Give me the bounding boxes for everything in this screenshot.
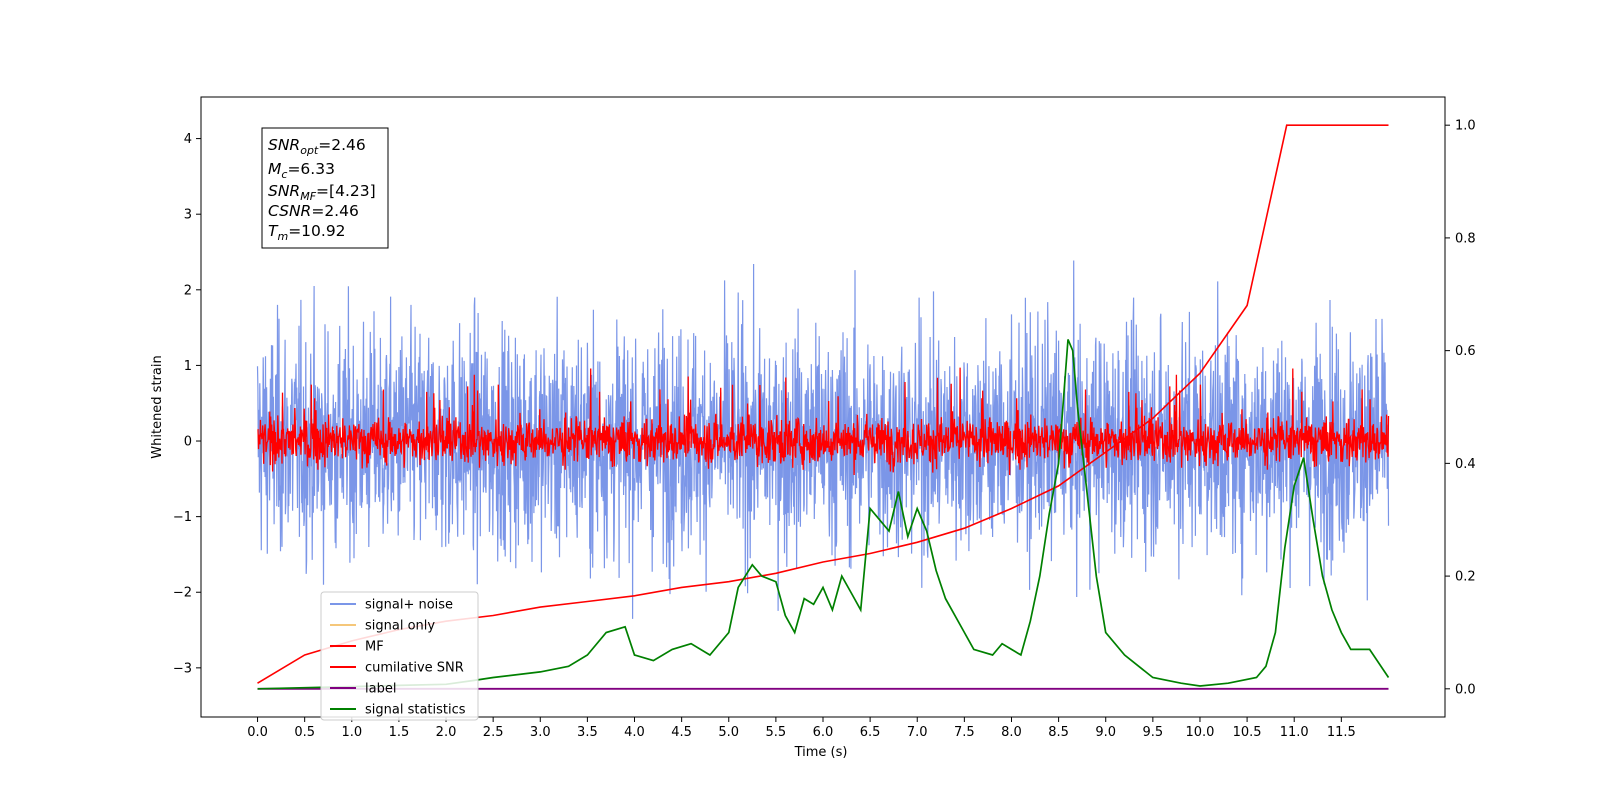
- legend: signal+ noise signal only MF cumilative SNR…: [320, 591, 479, 721]
- y-axis-left: 4 3 2 1 0 −1 −2 −3: [173, 132, 201, 676]
- x-tick-label: 9.5: [1143, 725, 1164, 740]
- y2-tick-label: 0.0: [1455, 682, 1476, 697]
- legend-label: cumilative SNR: [365, 661, 464, 676]
- x-tick-label: 10.0: [1185, 725, 1214, 740]
- x-tick-label: 2.0: [436, 725, 457, 740]
- x-tick-label: 1.5: [389, 725, 410, 740]
- y-tick-label: 2: [184, 283, 192, 298]
- y-tick-label: 4: [184, 132, 192, 147]
- info-box: SNRopt=2.46 Mc=6.33 SNRMF=[4.23] CSNR=2.…: [261, 127, 389, 249]
- y-tick-label: 3: [184, 208, 192, 223]
- x-tick-label: 4.0: [624, 725, 645, 740]
- y2-tick-label: 0.6: [1455, 344, 1476, 359]
- x-tick-label: 9.0: [1095, 725, 1116, 740]
- x-tick-label: 4.5: [671, 725, 692, 740]
- x-tick-label: 0.0: [247, 725, 268, 740]
- x-tick-label: 1.0: [341, 725, 362, 740]
- legend-frame: [320, 591, 479, 721]
- x-tick-label: 5.5: [766, 725, 787, 740]
- x-tick-label: 7.0: [907, 725, 928, 740]
- y-axis-right: 1.0 0.8 0.6 0.4 0.2 0.0: [1445, 119, 1476, 697]
- info-csnr: CSNR=2.46: [268, 202, 359, 220]
- x-tick-label: 7.5: [954, 725, 975, 740]
- y-axis-label: Whitened strain: [150, 355, 165, 458]
- info-mc: Mc=6.33: [268, 160, 335, 181]
- x-tick-label: 3.0: [530, 725, 551, 740]
- x-tick-label: 6.5: [860, 725, 881, 740]
- y-tick-label: 0: [184, 435, 192, 450]
- x-tick-label: 10.5: [1233, 725, 1262, 740]
- x-tick-label: 2.5: [483, 725, 504, 740]
- y-tick-label: −1: [173, 510, 192, 525]
- x-tick-label: 8.5: [1048, 725, 1069, 740]
- info-box-frame: [261, 127, 389, 249]
- legend-label: MF: [365, 640, 384, 655]
- info-tm: Tm=10.92: [268, 222, 346, 243]
- x-tick-label: 6.0: [813, 725, 834, 740]
- y2-tick-label: 0.2: [1455, 570, 1476, 585]
- series-mf-line: [257, 367, 1390, 476]
- series-signal-noise-line: [256, 260, 1390, 619]
- y2-tick-label: 1.0: [1455, 119, 1476, 134]
- x-tick-label: 0.5: [294, 725, 315, 740]
- y-tick-label: 1: [184, 359, 192, 374]
- x-tick-label: 11.5: [1327, 725, 1356, 740]
- y2-tick-label: 0.4: [1455, 457, 1476, 472]
- x-axis-label: Time (s): [794, 745, 848, 760]
- y-tick-label: −2: [173, 586, 192, 601]
- series-signal-statistics-line: [257, 339, 1390, 690]
- x-axis: 0.0 0.5 1.0 1.5 2.0 2.5 3.0 3.5 4.0 4.5 5.0 5.5 6.0 6…: [247, 717, 1356, 740]
- y-tick-label: −3: [173, 661, 192, 676]
- x-tick-label: 5.0: [718, 725, 739, 740]
- info-snr-opt: SNRopt=2.46: [268, 136, 366, 157]
- x-tick-label: 8.0: [1001, 725, 1022, 740]
- legend-label: label: [365, 682, 396, 697]
- info-snr-mf: SNRMF=[4.23]: [268, 182, 376, 203]
- y2-tick-label: 0.8: [1455, 231, 1476, 246]
- x-tick-label: 11.0: [1280, 725, 1309, 740]
- legend-label: signal statistics: [365, 703, 466, 718]
- legend-label: signal+ noise: [365, 598, 453, 613]
- legend-label: signal only: [365, 619, 435, 634]
- x-tick-label: 3.5: [577, 725, 598, 740]
